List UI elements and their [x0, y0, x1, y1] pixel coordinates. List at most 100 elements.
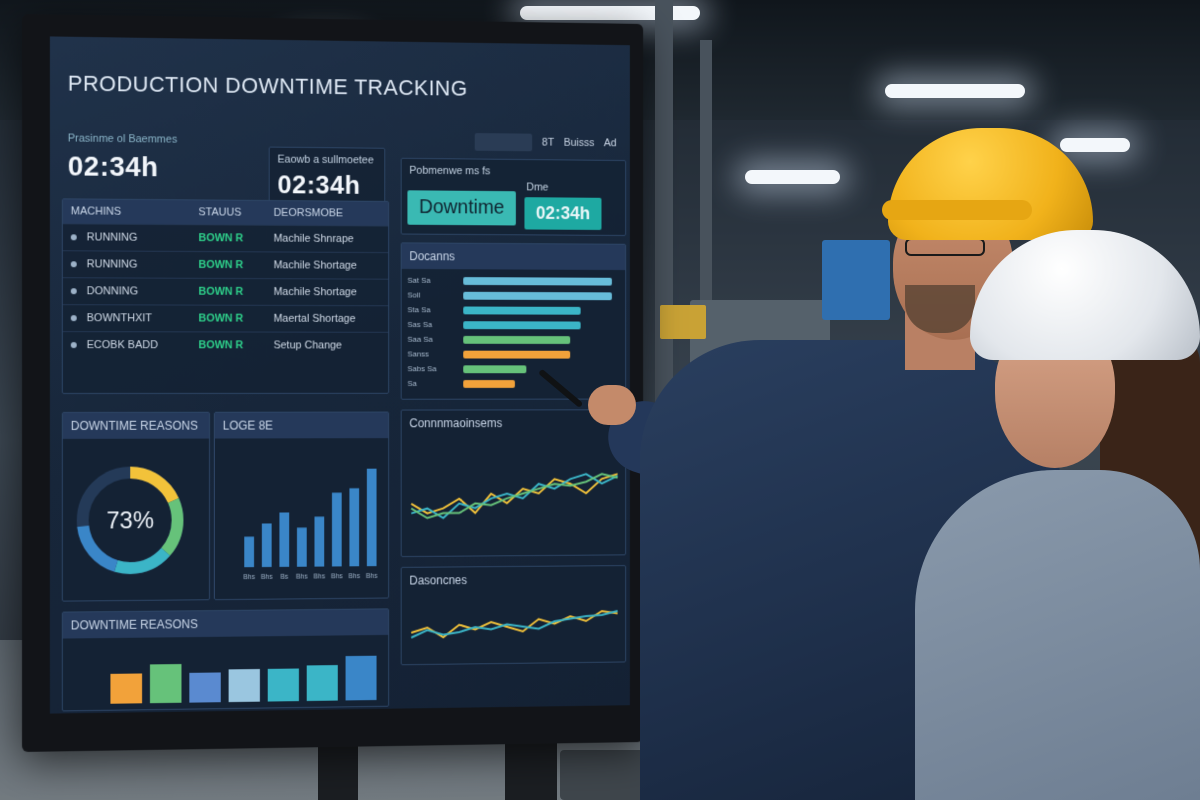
- column-chart-title: LOGE 8E: [215, 413, 388, 439]
- bar-label: Sanss: [407, 350, 463, 359]
- column-x-label: Bhs: [331, 573, 343, 580]
- table-row[interactable]: RUNNING BOWN R Machile Shnrape: [63, 224, 388, 253]
- bar-label: Sabs Sa: [407, 364, 463, 373]
- ceiling-light: [745, 170, 840, 184]
- dashboard-title: PRODUCTION DOWNTIME TRACKING: [68, 71, 468, 102]
- machine-name: BOWNTHXIT: [87, 312, 152, 324]
- reason-cell: Maertal Shortage: [266, 305, 388, 332]
- column-bar: [314, 517, 324, 567]
- machines-table: MACHINS STAUUS DEORSMOBE RUNNING BOWN R Ma…: [63, 199, 388, 358]
- bar-row: Sanss: [407, 347, 619, 362]
- bottom-bar: [110, 673, 142, 703]
- horizontal-bar-list: Sat Sa Soll Sta Sa Sas Sa Saa Sa Sanss Sabs Sa…: [402, 269, 626, 395]
- bar-row: Saa Sa: [407, 332, 619, 347]
- machine-cell: RUNNING: [63, 251, 191, 279]
- donut-value: 73%: [106, 507, 153, 534]
- table-row[interactable]: DONNING BOWN R Machile Shortage: [63, 278, 388, 306]
- bottom-bar-chart: [63, 635, 390, 711]
- toolbar-icon-3[interactable]: Ad: [604, 137, 617, 149]
- column-x-label: Bhs: [296, 574, 308, 581]
- kpi-left-value: 02:34h: [68, 150, 177, 183]
- bar-row: Sat Sa: [407, 273, 619, 289]
- search-chip[interactable]: [475, 133, 532, 151]
- reason-cell: Setup Change: [266, 332, 388, 358]
- column-chart-panel: LOGE 8E Bhs Bhs Bs Bhs Bhs Bhs Bhs Bhs: [214, 412, 389, 601]
- bar-label: Sat Sa: [407, 276, 463, 285]
- machine-name: RUNNING: [87, 231, 138, 243]
- bar-row: Sas Sa: [407, 317, 619, 332]
- column-x-label: Bhs: [313, 573, 325, 580]
- status-dot-icon: [71, 342, 77, 348]
- kpi-right-sublabel: Dme: [526, 182, 548, 194]
- kpi-right-label: Pobmenwe ms fs: [409, 165, 490, 178]
- status-dot-icon: [71, 234, 77, 240]
- yellow-crate: [660, 305, 706, 339]
- safety-glasses: [905, 238, 985, 256]
- reason-cell: Machile Shortage: [266, 252, 388, 279]
- bar-row: Soll: [407, 288, 619, 304]
- bar-label: Sas Sa: [407, 320, 463, 329]
- status-dot-icon: [71, 261, 77, 267]
- line-chart-2-panel: Dasoncnes: [401, 565, 626, 665]
- column-bar: [279, 512, 289, 566]
- bar-fill: [463, 321, 580, 329]
- bar-track: [463, 291, 619, 299]
- status-cell: BOWN R: [191, 225, 266, 252]
- table-row[interactable]: RUNNING BOWN R Machile Shortage: [63, 251, 388, 279]
- bottom-bar: [150, 664, 182, 703]
- col-header-reason[interactable]: DEORSMOBE: [266, 201, 388, 226]
- yellow-hard-hat-brim: [882, 200, 1032, 220]
- table-row[interactable]: BOWNTHXIT BOWN R Maertal Shortage: [63, 305, 388, 333]
- column-x-label: Bhs: [243, 574, 255, 581]
- bar-label: Sa: [407, 379, 463, 388]
- bar-fill: [463, 350, 569, 358]
- column-bar: [367, 469, 377, 567]
- col-header-status[interactable]: STAUUS: [191, 200, 266, 225]
- ceiling-light: [520, 6, 700, 20]
- column-bar: [349, 488, 359, 566]
- bottom-bar: [307, 665, 338, 701]
- donut-panel-title: DOWNTIME REASONS: [63, 413, 209, 439]
- donut-chart: 73%: [63, 439, 211, 599]
- toolbar-icon-2[interactable]: Buisss: [564, 137, 595, 149]
- bar-label: Sta Sa: [407, 305, 463, 314]
- bar-row: Sa: [407, 376, 619, 391]
- woman-jacket: [915, 470, 1200, 800]
- table-row[interactable]: ECOBK BADD BOWN R Setup Change: [63, 332, 388, 359]
- bar-fill: [463, 291, 611, 299]
- ceiling-light: [885, 84, 1025, 98]
- column-bar: [297, 528, 307, 567]
- blue-control-panel: [822, 240, 890, 320]
- bar-row: Sta Sa: [407, 302, 619, 317]
- status-cell: BOWN R: [191, 305, 266, 332]
- col-header-machine[interactable]: MACHINS: [63, 199, 191, 224]
- line-series: [411, 474, 617, 518]
- bar-fill: [463, 335, 569, 343]
- machine-name: RUNNING: [87, 258, 138, 270]
- kpi-mid-value: 02:34h: [277, 169, 376, 200]
- toolbar-icon-1[interactable]: 8T: [542, 137, 554, 149]
- line-series: [411, 611, 617, 638]
- bar-fill: [463, 380, 515, 388]
- bar-fill: [463, 306, 580, 314]
- column-x-label: Bhs: [348, 573, 360, 580]
- ceiling-light: [1060, 138, 1130, 152]
- column-bar: [262, 523, 272, 567]
- man-hand: [588, 385, 636, 425]
- machine-cell: BOWNTHXIT: [63, 305, 191, 332]
- machine-cell: DONNING: [63, 278, 191, 305]
- bar-fill: [463, 365, 526, 373]
- bar-label: Soll: [407, 291, 463, 300]
- column-x-label: Bhs: [261, 574, 273, 581]
- column-bar: [244, 537, 254, 568]
- column-chart: Bhs Bhs Bs Bhs Bhs Bhs Bhs Bhs: [215, 438, 390, 597]
- bottom-reasons-panel: DOWNTIME REASONS: [62, 608, 389, 711]
- bottom-bar: [268, 669, 299, 702]
- status-dot-icon: [71, 315, 77, 321]
- kpi-right-value: 02:34h: [524, 197, 601, 230]
- status-cell: BOWN R: [191, 251, 266, 278]
- reason-cell: Machile Shnrape: [266, 225, 388, 252]
- bar-fill: [463, 277, 611, 285]
- kpi-left: Prasinme ol Baemmes 02:34h: [68, 133, 177, 184]
- bottom-bar: [229, 669, 260, 702]
